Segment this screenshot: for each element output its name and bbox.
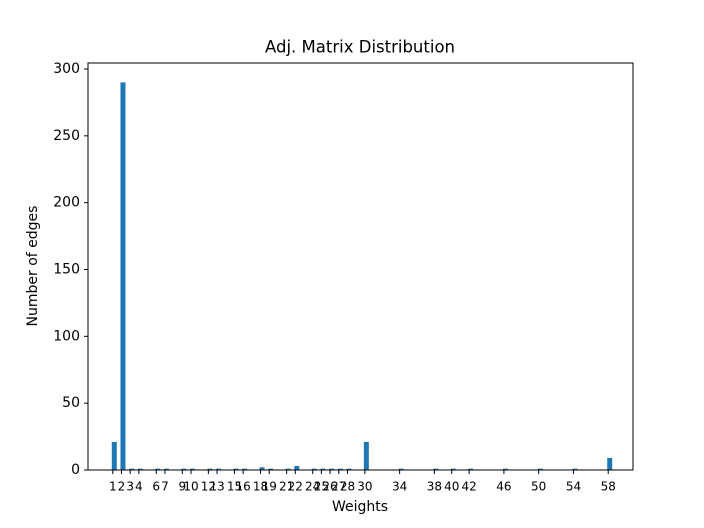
x-tick-label: 40	[444, 480, 459, 494]
x-tick-label: 28	[340, 480, 355, 494]
x-tick-label: 13	[209, 480, 224, 494]
x-tick-label: 3	[126, 480, 134, 494]
bar	[346, 468, 352, 470]
bar	[259, 467, 265, 470]
x-tick-label: 10	[183, 480, 198, 494]
x-axis-label: Weights	[332, 499, 388, 515]
x-tick-label: 26	[322, 480, 337, 494]
bar	[137, 468, 143, 470]
chart-title: Adj. Matrix Distribution	[265, 38, 455, 57]
y-tick-label: 100	[53, 328, 80, 344]
x-tick-label: 6	[152, 480, 160, 494]
x-tick-label: 50	[531, 480, 546, 494]
bar	[337, 468, 343, 470]
y-tick-label: 250	[53, 128, 80, 144]
x-tick-label: 24	[305, 480, 320, 494]
bar	[181, 468, 187, 470]
x-tick-label: 21	[279, 480, 294, 494]
bar	[163, 468, 169, 470]
x-tick-label: 22	[288, 480, 303, 494]
x-tick-label: 27	[331, 480, 346, 494]
x-tick-label: 15	[227, 480, 242, 494]
bar	[120, 82, 126, 470]
y-tick-label: 150	[53, 262, 80, 278]
x-tick-label: 30	[357, 480, 372, 494]
axes-frame	[87, 62, 634, 471]
x-tick-label: 4	[135, 480, 143, 494]
bar	[320, 468, 326, 470]
bar	[572, 468, 578, 470]
x-tick-label: 46	[496, 480, 511, 494]
bar	[329, 468, 335, 470]
bar	[155, 468, 161, 470]
bar	[268, 468, 274, 470]
x-tick-label: 7	[161, 480, 169, 494]
bar	[190, 468, 196, 470]
bar	[294, 465, 300, 470]
bar	[537, 468, 543, 470]
y-tick-label: 0	[71, 462, 80, 478]
x-tick-label: 58	[601, 480, 616, 494]
x-tick-label: 19	[262, 480, 277, 494]
x-tick-label: 42	[462, 480, 477, 494]
bar	[207, 468, 213, 470]
y-tick-label: 200	[53, 195, 80, 211]
x-tick-label: 1	[109, 480, 117, 494]
x-tick-label: 18	[253, 480, 268, 494]
bar	[433, 468, 439, 470]
x-tick-label: 2	[118, 480, 126, 494]
bar	[285, 468, 291, 470]
bar	[129, 468, 135, 470]
y-tick-label: 50	[62, 395, 80, 411]
x-tick-label: 54	[566, 480, 581, 494]
bar	[111, 441, 117, 470]
x-tick-label: 38	[427, 480, 442, 494]
bar	[242, 468, 248, 470]
x-tick-label: 16	[236, 480, 251, 494]
x-tick-label: 34	[392, 480, 407, 494]
x-tick-label: 9	[178, 480, 186, 494]
bar	[233, 468, 239, 470]
bar	[468, 468, 474, 470]
bar	[502, 468, 508, 470]
y-tick-label: 300	[53, 61, 80, 77]
y-axis-label: Number of edges	[25, 206, 41, 327]
bar	[216, 468, 222, 470]
x-tick-label: 12	[201, 480, 216, 494]
bar	[311, 468, 317, 470]
bar	[450, 468, 456, 470]
bar	[398, 468, 404, 470]
x-tick-label: 25	[314, 480, 329, 494]
bar	[363, 441, 369, 470]
bar	[607, 457, 613, 470]
